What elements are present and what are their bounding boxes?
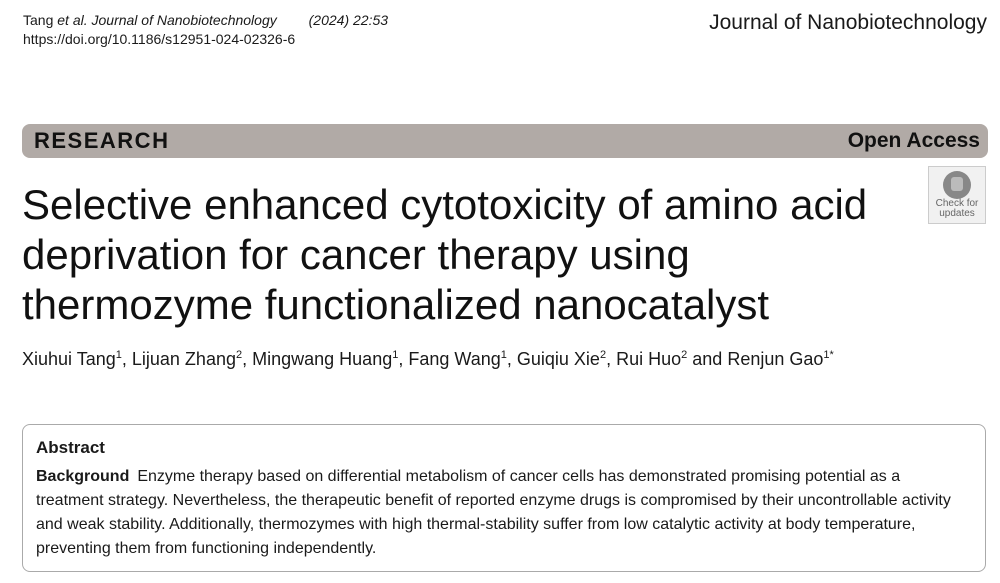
- author-affiliation: 2: [235, 349, 243, 361]
- article-title: Selective enhanced cytotoxicity of amino…: [22, 181, 868, 328]
- abstract-heading: Abstract: [36, 438, 105, 457]
- check-for-updates-icon: [943, 171, 971, 199]
- section-label: Background: [36, 468, 130, 485]
- badge-line2: updates: [939, 208, 975, 219]
- author-affiliation: 1: [392, 349, 399, 361]
- article-type-banner: RESEARCH Open Access: [22, 124, 988, 158]
- abstract-box: Abstract Background Enzyme therapy based …: [22, 424, 986, 572]
- author[interactable]: Mingwang Huang: [252, 349, 393, 369]
- journal-name: Journal of Nanobiotechnology: [709, 11, 987, 34]
- citation-year-volume: (2024) 22:53: [308, 12, 389, 28]
- author-affiliation: 2: [599, 349, 607, 361]
- author-affiliation: 1*: [823, 349, 834, 361]
- author[interactable]: Rui Huo: [616, 349, 682, 369]
- page-header: Tang et al. Journal of Nanobiotechnology…: [0, 0, 1000, 111]
- citation-etal: et al.: [57, 12, 88, 28]
- authors-and: and: [692, 349, 723, 369]
- article-type: RESEARCH: [34, 128, 170, 153]
- author[interactable]: Fang Wang: [408, 349, 501, 369]
- title-block: Check for updates Selective enhanced cyt…: [0, 158, 1000, 372]
- check-for-updates-button[interactable]: Check for updates: [928, 166, 986, 224]
- author-affiliation: 2: [681, 349, 688, 361]
- abstract-text: Enzyme therapy based on differential met…: [36, 468, 951, 557]
- abstract-background: Background Enzyme therapy based on differ…: [36, 465, 972, 561]
- citation-line: Tang et al. Journal of Nanobiotechnology…: [23, 11, 988, 30]
- author[interactable]: Guiqiu Xie: [516, 349, 600, 369]
- author-list: Xiuhui Tang1, Lijuan Zhang2, Mingwang Hu…: [22, 349, 834, 369]
- author-affiliation: 1: [115, 349, 122, 361]
- badge-line1: Check for: [935, 198, 979, 209]
- doi-link[interactable]: https://doi.org/10.1186/s12951-024-02326…: [23, 31, 296, 47]
- author-affiliation: 1: [500, 349, 507, 361]
- author[interactable]: Xiuhui Tang: [22, 349, 116, 369]
- citation-author: Tang: [23, 12, 54, 28]
- author[interactable]: Renjun Gao: [727, 349, 824, 369]
- citation-journal: Journal of Nanobiotechnology: [91, 12, 277, 28]
- author[interactable]: Lijuan Zhang: [131, 349, 236, 369]
- open-access-label: Open Access: [847, 129, 980, 152]
